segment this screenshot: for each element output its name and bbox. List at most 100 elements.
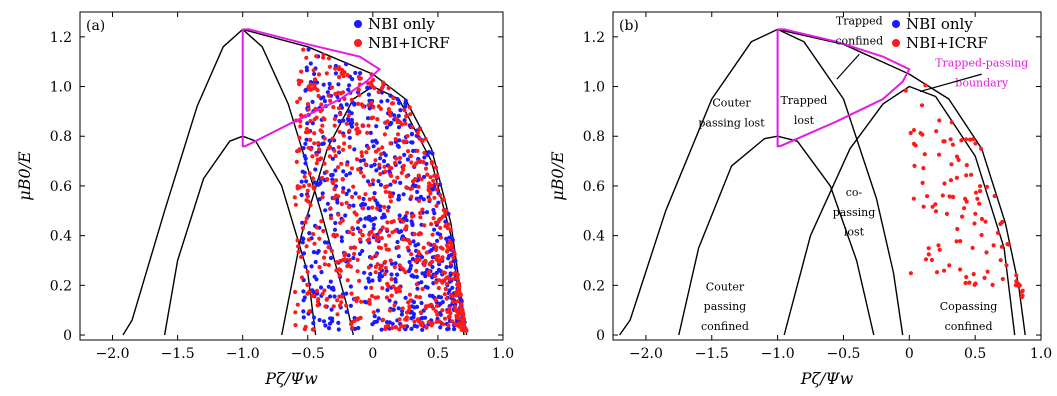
- data-point: [944, 211, 950, 216]
- data-point: [325, 177, 330, 182]
- data-point: [393, 137, 398, 142]
- data-point: [333, 153, 338, 159]
- data-point: [378, 106, 383, 111]
- trapped-passing-boundary: [241, 28, 382, 148]
- data-point: [1000, 219, 1005, 225]
- legend-label: NBI+ICRF: [906, 34, 988, 52]
- data-point: [306, 107, 311, 112]
- data-point: [369, 285, 374, 290]
- data-point: [318, 180, 323, 185]
- data-point: [427, 262, 432, 267]
- data-point: [923, 83, 928, 88]
- data-point: [305, 194, 310, 199]
- data-point: [396, 245, 401, 250]
- data-point: [417, 295, 423, 300]
- data-point: [380, 145, 385, 150]
- data-point: [410, 214, 415, 219]
- data-point: [347, 230, 352, 235]
- data-point: [307, 171, 312, 176]
- data-point: [372, 85, 377, 91]
- data-point: [313, 167, 318, 172]
- y-tick-label: 0.8: [50, 129, 72, 145]
- data-point: [377, 277, 382, 283]
- data-point: [340, 189, 346, 194]
- data-point: [934, 129, 939, 134]
- data-point: [426, 187, 431, 192]
- data-point: [304, 65, 309, 70]
- x-tick-label: 1.0: [1030, 346, 1052, 362]
- data-point: [308, 147, 313, 152]
- data-point: [346, 113, 351, 118]
- data-point: [390, 321, 395, 326]
- data-point: [410, 222, 415, 228]
- data-point: [913, 143, 918, 148]
- data-point: [336, 320, 341, 325]
- data-point: [303, 161, 308, 166]
- data-point: [334, 193, 339, 198]
- data-point: [451, 276, 456, 281]
- data-point: [949, 162, 954, 167]
- data-point: [305, 188, 310, 193]
- data-point: [430, 264, 435, 270]
- data-point: [420, 315, 425, 321]
- data-point: [958, 239, 963, 244]
- data-point: [444, 296, 449, 301]
- data-point: [322, 288, 327, 293]
- data-point: [331, 304, 336, 309]
- data-point: [313, 86, 318, 91]
- data-point: [383, 120, 388, 125]
- data-point: [342, 253, 347, 258]
- data-point: [383, 259, 388, 264]
- data-point: [410, 179, 416, 184]
- data-point: [963, 137, 969, 142]
- data-point: [319, 219, 324, 224]
- data-point: [421, 160, 426, 165]
- data-point: [408, 112, 413, 117]
- data-point: [971, 272, 976, 277]
- data-point: [418, 310, 423, 315]
- data-point: [979, 232, 984, 238]
- data-point: [933, 209, 939, 214]
- chart-panel-0: −2.0 −1.5 −1.0 −0.5 0 0.5 1.0 0 0.2 0.4 0.6 0.8 1.0 1…: [15, 11, 514, 388]
- data-point: [397, 327, 402, 332]
- data-point: [379, 152, 384, 157]
- data-point: [452, 327, 457, 332]
- data-point: [384, 184, 389, 189]
- data-point: [908, 271, 914, 276]
- data-point: [975, 196, 980, 201]
- data-point: [369, 164, 374, 169]
- data-point: [396, 125, 402, 130]
- data-point: [307, 231, 312, 236]
- data-point: [336, 145, 341, 150]
- data-point: [351, 203, 356, 208]
- data-point: [436, 259, 441, 264]
- data-point: [408, 241, 413, 246]
- data-point: [383, 271, 388, 277]
- data-point: [324, 71, 329, 76]
- data-point: [355, 269, 360, 274]
- data-point: [404, 210, 410, 215]
- data-point: [459, 302, 464, 307]
- data-point: [929, 257, 935, 263]
- data-point: [422, 155, 427, 160]
- data-point: [311, 250, 316, 255]
- data-point: [389, 261, 394, 266]
- data-point: [304, 216, 309, 221]
- data-point: [950, 142, 956, 147]
- data-point: [382, 164, 387, 169]
- data-point: [367, 214, 372, 219]
- annotation-arrow: [836, 53, 860, 80]
- data-point: [322, 99, 327, 104]
- data-point: [321, 82, 326, 87]
- data-point: [383, 189, 388, 194]
- data-point: [349, 166, 355, 171]
- data-point: [444, 265, 449, 270]
- legend-label: NBI+ICRF: [368, 34, 450, 52]
- data-point: [934, 270, 940, 275]
- data-point: [416, 173, 421, 178]
- data-point: [397, 155, 403, 160]
- data-point: [358, 71, 363, 76]
- data-point: [384, 227, 389, 232]
- data-point: [342, 70, 347, 75]
- data-point: [425, 172, 430, 177]
